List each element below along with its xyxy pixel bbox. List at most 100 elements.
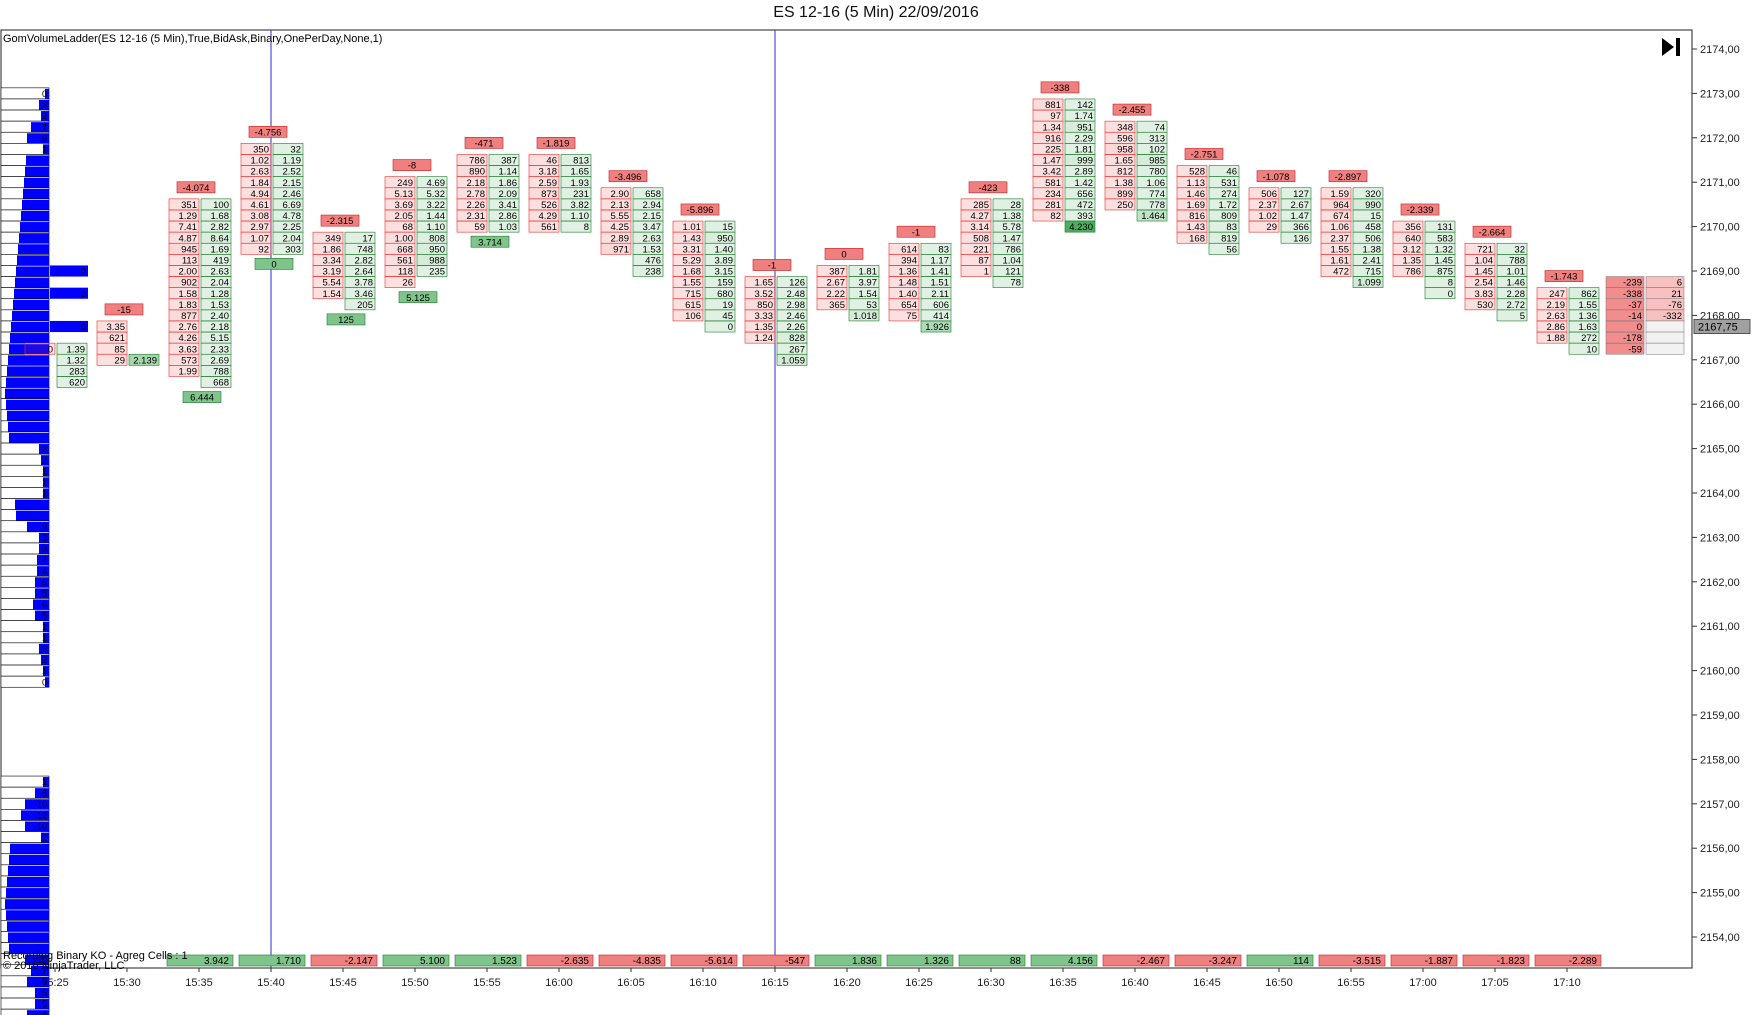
delta-box: [392, 159, 432, 171]
summary-value: -3.515: [1353, 956, 1382, 967]
current-bid-value: 0: [1637, 322, 1642, 333]
bid-value: 118: [398, 267, 413, 278]
delta-box: [896, 225, 936, 238]
volume-box: [182, 391, 222, 403]
bid-value: 945: [181, 244, 197, 255]
ask-value: 2.04: [211, 278, 230, 289]
ask-value: 15: [1370, 211, 1381, 222]
profile-upper-bar: [35, 577, 49, 588]
profile-upper-bar: [39, 99, 49, 111]
bid-value: 221: [973, 244, 989, 255]
delta-value: -4.756: [255, 127, 282, 138]
delta-value: -2.339: [1407, 205, 1434, 216]
last-price-label: 2167,75: [1698, 322, 1738, 334]
bid-value: 561: [541, 222, 557, 233]
profile-upper-bar: [26, 155, 49, 166]
bid-value: 2.67: [827, 278, 846, 289]
bid-value: 3.69: [395, 200, 414, 211]
bid-cell: [1392, 265, 1424, 277]
bid-value: 1.69: [1187, 200, 1206, 211]
bid-value: 1.61: [1331, 255, 1350, 266]
current-bid-value: -338: [1623, 289, 1642, 300]
profile-extra-bar: [50, 320, 88, 333]
profile-upper-bar: [17, 255, 49, 266]
profile-lower-label: 5: [42, 999, 47, 1009]
summary-value: 1.523: [492, 956, 517, 967]
ask-value: 1.04: [1003, 255, 1022, 266]
bid-value: 526: [541, 200, 557, 211]
profile-upper-bar: [7, 410, 49, 421]
bid-value: 890: [469, 167, 485, 178]
bid-value: 786: [1405, 267, 1421, 278]
bid-value: 92: [258, 244, 269, 255]
x-tick-label: 16:35: [1049, 977, 1077, 989]
bid-value: 4.61: [251, 200, 270, 211]
profile-upper-label: 3: [42, 644, 47, 654]
bid-value: 26: [402, 278, 413, 289]
bid-value: 1.55: [683, 278, 702, 289]
bid-value: 654: [901, 300, 917, 311]
bid-value: 530: [1477, 300, 1493, 311]
profile-upper-label: 3: [42, 533, 47, 543]
x-tick-label: 16:10: [689, 977, 717, 989]
ask-value: 1.74: [1075, 111, 1094, 122]
ask-value: 1.06: [1147, 178, 1166, 189]
delta-value: -4.074: [183, 183, 210, 194]
profile-upper-bar: [41, 455, 49, 466]
bid-value: 3.35: [107, 322, 126, 333]
profile-upper-bar: [33, 599, 49, 610]
bid-value: 786: [469, 156, 485, 167]
volume-value: 0: [271, 259, 276, 270]
profile-upper-bar: [43, 632, 49, 643]
profile-lower-bar: [8, 932, 49, 943]
bid-value: 1.06: [1331, 222, 1350, 233]
profile-upper-bar: [11, 321, 49, 333]
profile-upper-bar: [27, 521, 49, 532]
bid-cell: [960, 265, 992, 277]
profile-lower-bar: [5, 899, 49, 910]
profile-lower-bar: [43, 777, 49, 788]
profile-lower-bar: [27, 976, 49, 987]
skip-to-end-icon[interactable]: [1660, 36, 1684, 58]
bid-value: 4.27: [971, 211, 990, 222]
bid-value: 621: [109, 333, 125, 344]
summary-value: -547: [785, 956, 805, 967]
ask-value: 159: [717, 278, 733, 289]
bid-value: 816: [1189, 211, 1205, 222]
ask-cell: [1352, 276, 1384, 288]
profile-lower-bar: [7, 921, 49, 932]
y-tick-label: 2170,00: [1700, 222, 1740, 234]
profile-lower-bar: [6, 888, 49, 899]
profile-lower-label: 5: [42, 988, 47, 998]
ask-cell: [344, 298, 376, 311]
delta-box: [1328, 170, 1368, 183]
bid-value: 106: [685, 311, 701, 322]
ask-value: 1.018: [853, 311, 877, 322]
bid-cell: [672, 309, 704, 322]
profile-upper-bar: [13, 299, 49, 310]
bid-value: 3.19: [323, 267, 342, 278]
bid-cell: [456, 220, 488, 233]
ask-value: 950: [429, 244, 445, 255]
bid-value: 640: [1405, 233, 1421, 244]
bid-cell: [168, 365, 200, 377]
ask-value: 3.97: [859, 278, 878, 289]
ask-value: 951: [1077, 122, 1093, 133]
profile-upper-label: 4: [42, 566, 47, 576]
ask-cell: [1280, 231, 1312, 244]
profile-lower-bar: [21, 810, 49, 821]
profile-upper-label: 3: [42, 100, 47, 110]
summary-box: [1534, 954, 1602, 967]
profile-lower-bar: [10, 843, 49, 854]
ask-value: 531: [1221, 178, 1237, 189]
profile-lower-bar: [9, 943, 49, 954]
summary-box: [814, 954, 882, 967]
ask-value: 1.059: [781, 355, 805, 366]
ask-value: 1.53: [643, 244, 662, 255]
profile-lower-label: 9: [42, 1010, 47, 1015]
bid-cell: [384, 276, 416, 288]
y-tick-label: 2158,00: [1700, 754, 1740, 766]
summary-box: [166, 954, 234, 967]
profile-upper-label: 3: [42, 444, 47, 454]
